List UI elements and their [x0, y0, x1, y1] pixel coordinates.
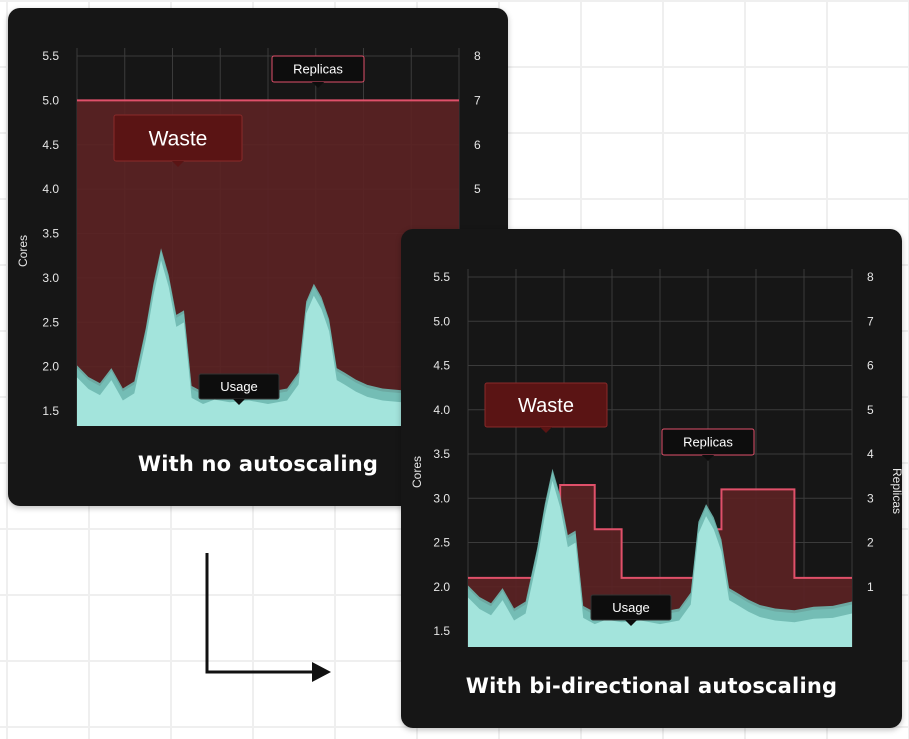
y-axis-label: Cores	[16, 235, 30, 267]
y2-tick-label: 8	[474, 49, 481, 63]
panel-caption: With no autoscaling	[137, 452, 379, 476]
chart-panel-bidirectional-autoscaling: 5.5 5.0 4.5 4.0 3.5 3.0 2.5 2.0 1.5 8 7 6 5 4 3 2 1 Cores…	[401, 229, 902, 728]
y-tick-label: 4.5	[433, 359, 450, 373]
y-tick-label: 1.5	[433, 624, 450, 638]
chart-bidirectional-autoscaling: 5.5 5.0 4.5 4.0 3.5 3.0 2.5 2.0 1.5 8 7 6 5 4 3 2 1 Cores…	[410, 269, 902, 647]
y-tick-label: 4.5	[42, 138, 59, 152]
y-tick-label: 1.5	[42, 404, 59, 418]
y2-tick-label: 6	[474, 138, 481, 152]
y2-tick-label: 7	[474, 93, 481, 107]
usage-callout-label: Usage	[612, 600, 650, 615]
y2-tick-label: 8	[867, 270, 874, 284]
y2-tick-label: 6	[867, 359, 874, 373]
y-tick-label: 3.0	[433, 491, 450, 505]
y2-tick-label: 1	[867, 580, 874, 594]
y-tick-label: 3.5	[433, 447, 450, 461]
waste-callout-pointer	[540, 427, 552, 433]
waste-callout-pointer	[172, 161, 184, 167]
y-tick-label: 4.0	[42, 182, 59, 196]
usage-area	[77, 251, 459, 426]
y-tick-label: 4.0	[433, 403, 450, 417]
y2-tick-label: 4	[867, 447, 874, 461]
y2-tick-label: 5	[867, 403, 874, 417]
y2-tick-label: 3	[867, 491, 874, 505]
y2-axis-label: Replicas	[890, 468, 902, 514]
y2-tick-label: 2	[867, 536, 874, 550]
y-axis-label: Cores	[410, 456, 424, 488]
usage-callout-pointer	[625, 620, 637, 626]
replicas-callout-pointer	[312, 82, 324, 88]
replicas-callout-label: Replicas	[293, 62, 343, 77]
y-tick-label: 2.0	[433, 580, 450, 594]
usage-area	[468, 471, 852, 647]
y-tick-label: 2.5	[42, 315, 59, 329]
y2-tick-label: 5	[474, 182, 481, 196]
y-tick-label: 5.5	[42, 49, 59, 63]
usage-callout-pointer	[233, 399, 245, 405]
waste-callout-label: Waste	[518, 395, 574, 417]
y-tick-label: 5.0	[433, 314, 450, 328]
panel-caption: With bi-directional autoscaling	[465, 674, 838, 698]
y-tick-label: 3.0	[42, 271, 59, 285]
replicas-callout-pointer	[702, 455, 714, 461]
y-tick-label: 2.5	[433, 536, 450, 550]
replicas-callout-label: Replicas	[683, 435, 733, 450]
y2-tick-label: 7	[867, 314, 874, 328]
y-tick-label: 5.5	[433, 270, 450, 284]
y-tick-label: 2.0	[42, 360, 59, 374]
usage-callout-label: Usage	[220, 379, 258, 394]
y-tick-label: 3.5	[42, 227, 59, 241]
waste-callout-label: Waste	[149, 128, 208, 151]
y-tick-label: 5.0	[42, 93, 59, 107]
usage-band	[468, 468, 852, 625]
